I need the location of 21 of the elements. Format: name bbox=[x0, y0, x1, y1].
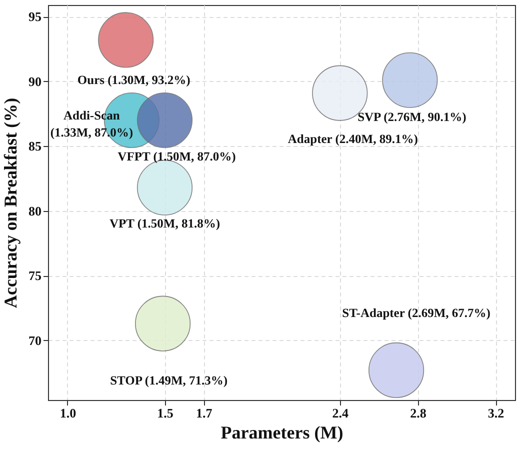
x-tick-label: 2.8 bbox=[410, 406, 427, 420]
data-label: ST-Adapter (2.69M, 67.7%) bbox=[342, 306, 490, 320]
x-tick-label: 1.5 bbox=[157, 406, 174, 420]
data-label: Ours (1.30M, 93.2%) bbox=[77, 72, 190, 87]
y-tick-label: 85 bbox=[28, 138, 42, 154]
y-tick-label: 80 bbox=[28, 203, 42, 218]
x-tick-label: 1.0 bbox=[60, 406, 76, 420]
data-label: SVP (2.76M, 90.1%) bbox=[358, 110, 466, 124]
y-tick-label: 95 bbox=[28, 9, 42, 24]
y-tick-label: 70 bbox=[28, 332, 42, 348]
data-label: VPT (1.50M, 81.8%) bbox=[109, 216, 220, 231]
y-tick-label: 75 bbox=[28, 268, 42, 284]
y-axis-title: Accuracy on Breakfast (%) bbox=[0, 98, 20, 308]
x-tick-label: 2.4 bbox=[332, 406, 349, 420]
data-label: VFPT (1.50M, 87.0%) bbox=[118, 149, 236, 164]
y-tick-label: 90 bbox=[28, 74, 42, 89]
x-tick-label: 3.2 bbox=[488, 406, 504, 420]
data-label: Adapter (2.40M, 89.1%) bbox=[288, 132, 418, 146]
x-axis-title: Parameters (M) bbox=[220, 422, 344, 442]
data-label: STOP (1.49M, 71.3%) bbox=[110, 374, 228, 388]
x-tick-label: 1.7 bbox=[196, 406, 213, 420]
